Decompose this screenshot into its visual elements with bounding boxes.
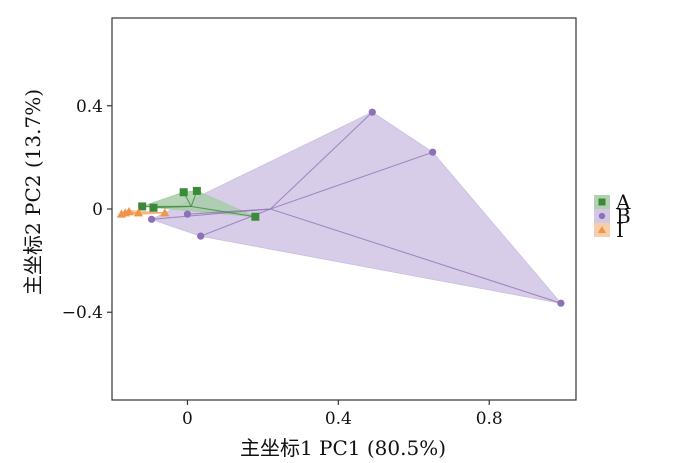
point-a-3	[251, 212, 260, 221]
y-axis-title: 主坐标2 PC2 (13.7%)	[21, 89, 45, 295]
x-tick-label: 0.8	[476, 409, 503, 429]
point-b-5	[183, 210, 192, 218]
spoke-b-1	[270, 151, 433, 210]
point-i-2	[124, 206, 134, 216]
legend-marker-b	[598, 212, 606, 220]
point-b-4	[148, 215, 156, 223]
point-a-4	[149, 203, 158, 212]
y-tick-label: −0.4	[62, 303, 103, 323]
point-i-4	[160, 208, 170, 217]
legend-label-a: A	[615, 190, 631, 214]
point-a-2	[192, 186, 201, 195]
point-i-3	[133, 208, 144, 217]
point-b-2	[557, 299, 565, 307]
x-tick-label: 0.4	[325, 409, 352, 429]
point-a-1	[179, 188, 188, 197]
legend-label-b: B	[616, 204, 631, 228]
x-tick-label: 0	[182, 409, 193, 429]
legend-label-i: I	[616, 218, 624, 242]
legend-marker-a	[598, 198, 606, 206]
spoke-b-2	[270, 208, 562, 304]
points-layer	[116, 108, 565, 307]
x-axis-title: 主坐标1 PC1 (80.5%)	[240, 436, 446, 460]
y-tick-label: 0	[92, 200, 103, 220]
y-tick-label: 0.4	[76, 97, 103, 117]
hull-layer	[120, 111, 563, 304]
point-b-1	[429, 148, 437, 156]
spoke-b-0	[270, 111, 373, 210]
hull-b	[150, 111, 563, 304]
axes-layer: 0 0.4 0.8 −0.4 0 0.4	[62, 97, 503, 429]
spoke-b-5	[187, 208, 271, 215]
point-b-3	[197, 232, 205, 240]
point-a-0	[138, 202, 147, 211]
point-b-0	[368, 108, 376, 116]
legend: ABI	[594, 190, 631, 242]
spoke-a-3	[191, 205, 256, 218]
spoke-a-4	[153, 205, 192, 209]
legend-marker-i	[597, 225, 607, 234]
